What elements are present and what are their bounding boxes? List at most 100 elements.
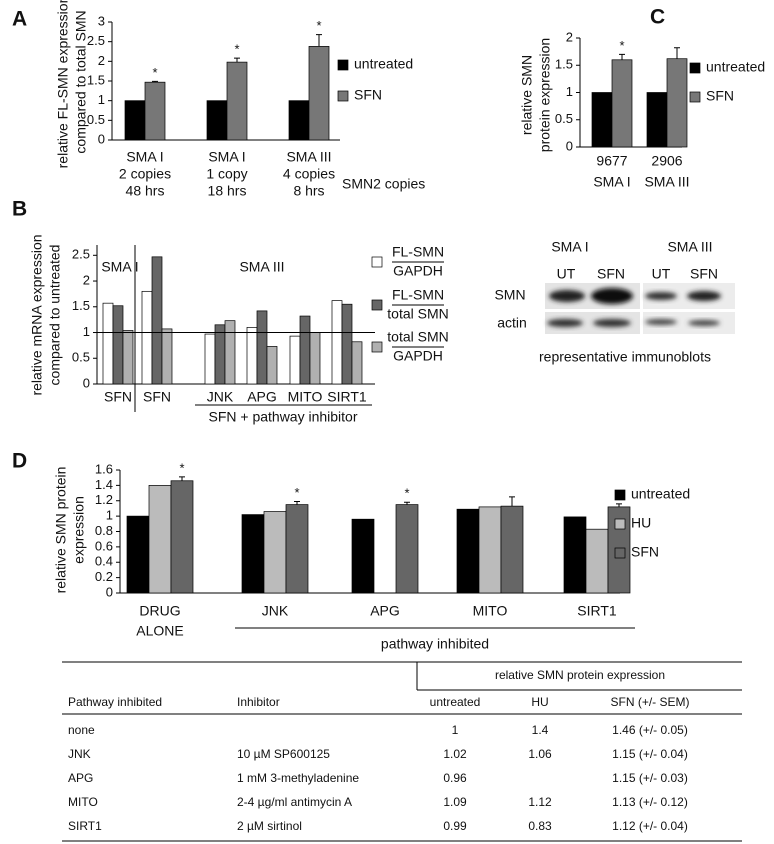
- blot-group: SMA I: [551, 239, 588, 255]
- bar: [226, 61, 248, 141]
- bar: [126, 515, 150, 594]
- x-tick-label: SMA III: [286, 149, 331, 165]
- table-cell: 1.15 (+/- 0.04): [612, 747, 688, 761]
- table-cell: JNK: [68, 747, 91, 761]
- table-cell: 1.13 (+/- 0.12): [612, 795, 688, 809]
- x-tick-label: JNK: [207, 389, 234, 405]
- x-tick-label: MITO: [288, 389, 323, 405]
- bar: [289, 335, 301, 385]
- bar: [246, 327, 258, 385]
- x-tick-label: ALONE: [136, 623, 183, 639]
- bar: [148, 485, 172, 594]
- blot-band: [645, 292, 677, 300]
- immunoblot: SMA I SMA III UT SFN UT SFN SMN actin re…: [494, 239, 735, 365]
- significance: *: [316, 18, 321, 33]
- blot-band: [593, 319, 631, 327]
- table-cell: 1.02: [443, 747, 467, 761]
- bar: [331, 300, 343, 385]
- bar: [299, 315, 311, 385]
- y-tick-label: 1: [106, 508, 113, 523]
- bar: [241, 514, 265, 594]
- y-tick-label: 0.8: [95, 523, 113, 538]
- bar: [144, 81, 166, 141]
- bar: [591, 92, 613, 148]
- table-cell: 2 µM sirtinol: [237, 819, 302, 833]
- x-tick-label: 8 hrs: [293, 183, 324, 199]
- legend-swatch: [689, 91, 701, 103]
- blot-band: [549, 290, 585, 302]
- legend-label: SFN: [706, 88, 734, 104]
- y-tick-label: 2: [566, 29, 573, 44]
- table-cell: MITO: [68, 795, 98, 809]
- bar: [266, 346, 278, 385]
- error-bar: [674, 47, 680, 59]
- error-bar: [509, 496, 515, 507]
- table-cell: 0.96: [443, 771, 467, 785]
- error-bar: [234, 57, 240, 63]
- bar: [151, 256, 163, 385]
- bar: [478, 506, 502, 594]
- x-tick-label: SIRT1: [577, 603, 617, 619]
- table-cell: APG: [68, 771, 93, 785]
- table-cell: 1.06: [528, 747, 552, 761]
- blot-caption: representative immunoblots: [539, 349, 711, 365]
- table-cell: 2-4 µg/ml antimycin A: [237, 795, 352, 809]
- table-cell: 10 µM SP600125: [237, 747, 330, 761]
- table-cell: 1.15 (+/- 0.03): [612, 771, 688, 785]
- x-tick-label: MITO: [473, 603, 508, 619]
- table-header: Inhibitor: [237, 695, 280, 709]
- blot-band: [591, 288, 633, 304]
- legend-label: GAPDH: [393, 348, 443, 364]
- error-bar: [179, 476, 185, 481]
- legend-swatch: [614, 518, 626, 530]
- legend-swatch: [337, 90, 349, 102]
- x-note: SMN2 copies: [342, 176, 425, 192]
- y-tick-label: 0.5: [555, 111, 573, 126]
- y-tick-label: 0: [566, 138, 573, 153]
- blot-group: SMA III: [667, 239, 712, 255]
- error-bar: [152, 80, 158, 83]
- bar: [224, 320, 236, 385]
- x-tick-label: 18 hrs: [208, 183, 247, 199]
- panel-label: B: [12, 198, 27, 221]
- table-header: SFN (+/- SEM): [610, 695, 689, 709]
- x-tick-label: SMA I: [208, 149, 245, 165]
- bar: [456, 508, 480, 594]
- panel-text: SMA I: [101, 259, 138, 275]
- legend-label: SFN: [354, 87, 382, 103]
- legend-label: untreated: [354, 56, 413, 72]
- x-tick-label: SIRT1: [327, 389, 367, 405]
- y-tick-label: 0: [106, 584, 113, 599]
- bar: [102, 302, 114, 385]
- x-tick-label: 2906: [651, 153, 682, 169]
- bar: [161, 328, 173, 385]
- legend-label: FL-SMN: [392, 287, 444, 303]
- legend-label: FL-SMN: [392, 244, 444, 260]
- table-cell: 1: [452, 723, 459, 737]
- legend-label: HU: [631, 515, 651, 531]
- significance: *: [152, 65, 157, 80]
- legend-label: SFN: [631, 544, 659, 560]
- y-tick-label: 0.5: [87, 112, 105, 127]
- bar: [351, 518, 375, 594]
- y-axis-label: relative FL-SMN expression: [55, 0, 71, 168]
- y-axis-label: expression: [71, 496, 87, 564]
- bar: [646, 92, 668, 148]
- y-axis-label: compared to total SMN: [73, 10, 89, 153]
- significance: *: [179, 460, 184, 475]
- y-tick-label: 1.5: [555, 57, 573, 72]
- blot-lane: SFN: [690, 266, 718, 282]
- y-tick-label: 1: [98, 92, 105, 107]
- bar: [263, 511, 287, 594]
- panel-text: SMA III: [239, 259, 284, 275]
- bar: [563, 516, 587, 594]
- legend-swatch: [614, 547, 626, 559]
- legend-swatch: [371, 256, 383, 268]
- blot-row: SMN: [494, 287, 525, 303]
- significance: *: [294, 485, 299, 500]
- bar: [124, 100, 146, 141]
- bar: [214, 324, 226, 385]
- bar: [585, 528, 609, 594]
- error-bar: [616, 503, 622, 507]
